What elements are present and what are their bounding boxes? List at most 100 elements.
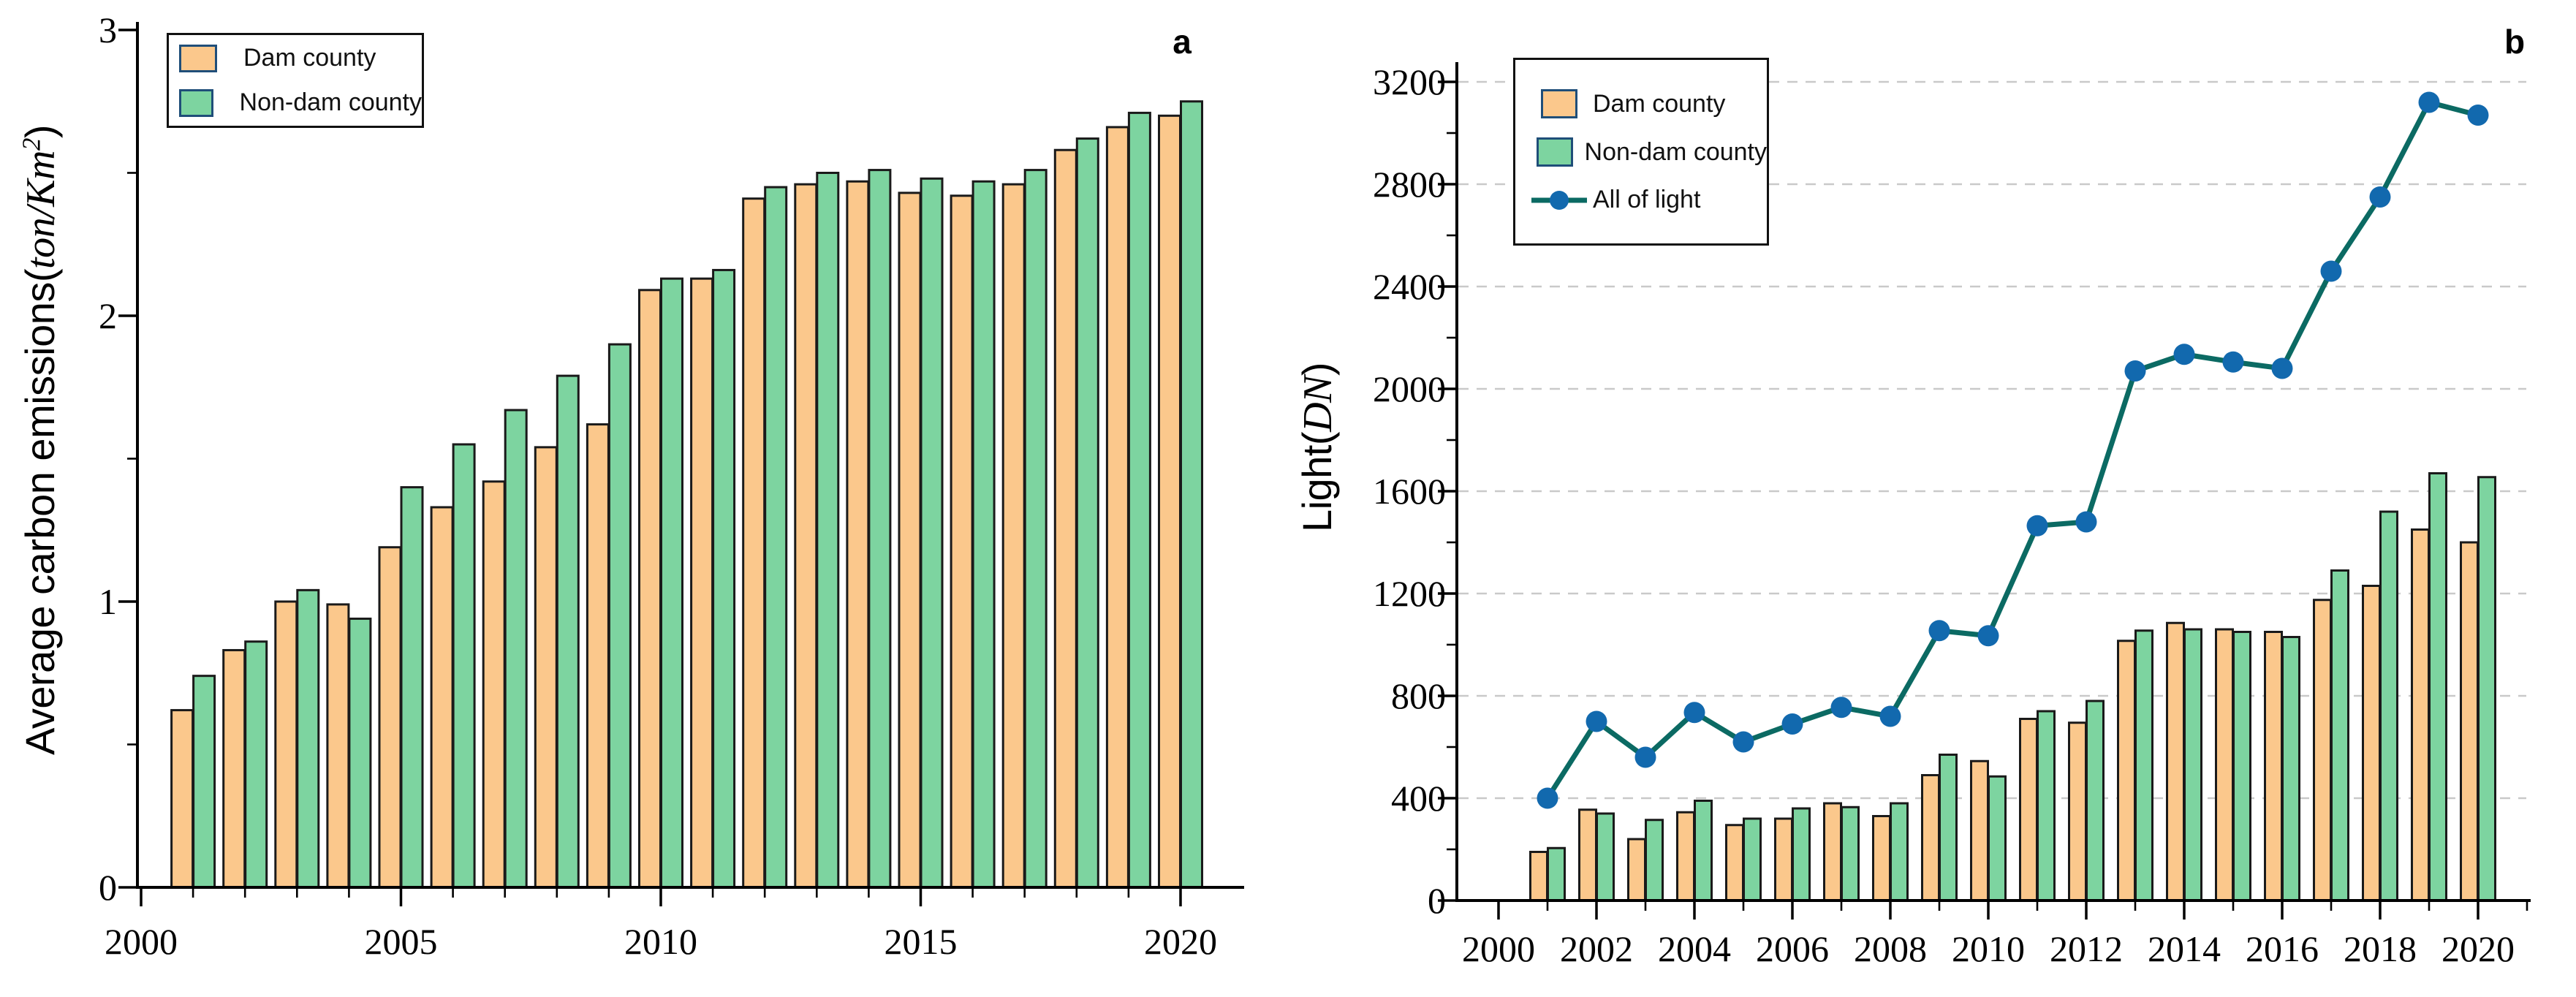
- bar-non-dam-county-2011: [712, 268, 736, 889]
- bar-dam-county-2018: [1053, 148, 1077, 889]
- bar-non-dam-county-2011: [2037, 710, 2056, 902]
- chart-a-y-axis-title: Average carbon emissions(ton/Km2): [17, 125, 64, 755]
- bar-dam-county-2020: [1158, 114, 1181, 889]
- all-of-light-marker-2011: [2026, 515, 2048, 537]
- legend-item-label: Dam county: [243, 44, 376, 72]
- x-tick-label: 2012: [2050, 928, 2123, 969]
- bar-non-dam-county-2001: [1547, 846, 1566, 902]
- y-tick-label: 800: [1391, 675, 1446, 716]
- bar-non-dam-county-2015: [2232, 631, 2251, 902]
- bar-dam-county-2015: [898, 192, 922, 889]
- bar-non-dam-county-2004: [1694, 800, 1713, 902]
- x-tick-label: 2008: [1854, 928, 1927, 969]
- non-dam-county-swatch: [179, 88, 213, 117]
- bar-non-dam-county-2010: [1988, 775, 2007, 902]
- all-of-light-marker-2007: [1830, 697, 1852, 719]
- bar-non-dam-county-2016: [2281, 636, 2300, 902]
- bar-dam-county-2014: [846, 180, 870, 889]
- bar-non-dam-county-2007: [504, 409, 528, 889]
- x-tick-label: 2020: [2441, 928, 2515, 969]
- all-of-light-marker-2017: [2320, 260, 2342, 282]
- bar-non-dam-county-2003: [296, 588, 320, 889]
- bar-dam-county-2002: [1578, 808, 1597, 902]
- bar-non-dam-county-2013: [816, 172, 840, 889]
- y-tick-label: 3: [99, 10, 117, 50]
- bar-dam-county-2012: [742, 197, 766, 889]
- y-tick-label: 1600: [1373, 471, 1446, 512]
- bar-non-dam-county-2007: [1841, 805, 1860, 902]
- x-tick-label: 2016: [2246, 928, 2319, 969]
- bar-non-dam-county-2008: [556, 374, 580, 889]
- bar-non-dam-county-2012: [2086, 700, 2105, 902]
- bar-non-dam-county-2002: [1596, 812, 1615, 902]
- bar-dam-county-2001: [170, 709, 194, 889]
- bar-non-dam-county-2013: [2134, 629, 2153, 902]
- y-tick-label: 400: [1391, 778, 1446, 819]
- x-tick-label: 2000: [105, 921, 178, 962]
- all-of-light-marker-2005: [1732, 731, 1754, 753]
- bar-dam-county-2001: [1529, 851, 1548, 902]
- x-tick-label: 2014: [2148, 928, 2221, 969]
- all-of-light-marker-2001: [1537, 787, 1558, 809]
- y-tick-label: 2: [99, 295, 117, 336]
- all-of-light-marker-2018: [2369, 186, 2391, 208]
- bar-dam-county-2004: [326, 603, 350, 889]
- bar-dam-county-2016: [2264, 631, 2283, 902]
- chart-a-legend: Dam county Non-dam county: [167, 33, 424, 128]
- bar-non-dam-county-2001: [192, 675, 216, 889]
- x-tick-label: 2018: [2344, 928, 2417, 969]
- x-tick-label: 2015: [884, 921, 958, 962]
- y-tick-label: 1: [99, 581, 117, 622]
- legend-item-non-dam-county: Non-dam county: [179, 88, 422, 117]
- bar-dam-county-2013: [2117, 640, 2136, 902]
- bar-non-dam-county-2003: [1645, 819, 1664, 902]
- bar-dam-county-2005: [1725, 824, 1744, 902]
- bar-non-dam-county-2019: [1127, 111, 1151, 889]
- bar-dam-county-2011: [690, 277, 714, 889]
- legend-item-dam-county: Dam county: [1530, 89, 1767, 118]
- legend-item-dam-county: Dam county: [179, 44, 422, 72]
- bar-dam-county-2009: [586, 423, 610, 889]
- legend-item-all-of-light: All of light: [1530, 186, 1767, 214]
- x-tick-label: 2010: [1952, 928, 2025, 969]
- bar-non-dam-county-2005: [1743, 817, 1762, 902]
- chart-b-legend: Dam county Non-dam county All of light: [1513, 58, 1769, 246]
- x-tick-label: 2000: [1462, 928, 1535, 969]
- y-tick-label: 2000: [1373, 368, 1446, 409]
- bar-dam-county-2009: [1921, 774, 1940, 902]
- bar-dam-county-2007: [1823, 802, 1842, 902]
- chart-a: 0 1 2 3 2000 2005 2010 2015 2020: [99, 10, 1244, 962]
- bar-dam-county-2010: [638, 289, 662, 889]
- bar-non-dam-county-2008: [1890, 802, 1909, 902]
- bar-dam-county-2013: [794, 183, 818, 889]
- bar-non-dam-county-2017: [2330, 569, 2349, 902]
- panel-label-a: a: [1173, 23, 1192, 61]
- bar-dam-county-2003: [1627, 838, 1646, 902]
- legend-item-label: Dam county: [1593, 89, 1726, 118]
- bar-non-dam-county-2012: [764, 186, 788, 889]
- bar-dam-county-2006: [1774, 817, 1793, 902]
- bar-non-dam-county-2014: [868, 169, 892, 889]
- all-of-light-marker-2008: [1879, 705, 1901, 727]
- x-tick-label: 2020: [1144, 921, 1217, 962]
- x-tick-label: 2005: [365, 921, 438, 962]
- x-tick-label: 2002: [1560, 928, 1633, 969]
- x-tick-label: 2004: [1658, 928, 1731, 969]
- bar-dam-county-2005: [378, 546, 402, 889]
- bar-non-dam-county-2020: [2477, 476, 2496, 902]
- x-tick-label: 2010: [624, 921, 697, 962]
- all-of-light-marker-2019: [2418, 91, 2440, 113]
- bar-non-dam-county-2004: [348, 617, 372, 889]
- legend-item-label: Non-dam county: [239, 88, 422, 116]
- bar-non-dam-county-2002: [244, 640, 268, 889]
- bar-dam-county-2008: [534, 446, 558, 889]
- bar-non-dam-county-2009: [1939, 754, 1958, 902]
- bar-non-dam-county-2010: [660, 277, 683, 889]
- bar-dam-county-2019: [2411, 528, 2430, 902]
- bar-dam-county-2015: [2215, 628, 2234, 902]
- bar-dam-county-2003: [274, 600, 298, 889]
- all-of-light-marker-2004: [1683, 702, 1705, 724]
- bar-non-dam-county-2020: [1180, 100, 1203, 889]
- all-of-light-marker-2020: [2467, 105, 2489, 126]
